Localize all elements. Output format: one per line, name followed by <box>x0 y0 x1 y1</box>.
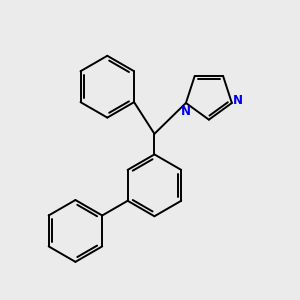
Text: N: N <box>233 94 243 106</box>
Text: N: N <box>181 105 191 118</box>
